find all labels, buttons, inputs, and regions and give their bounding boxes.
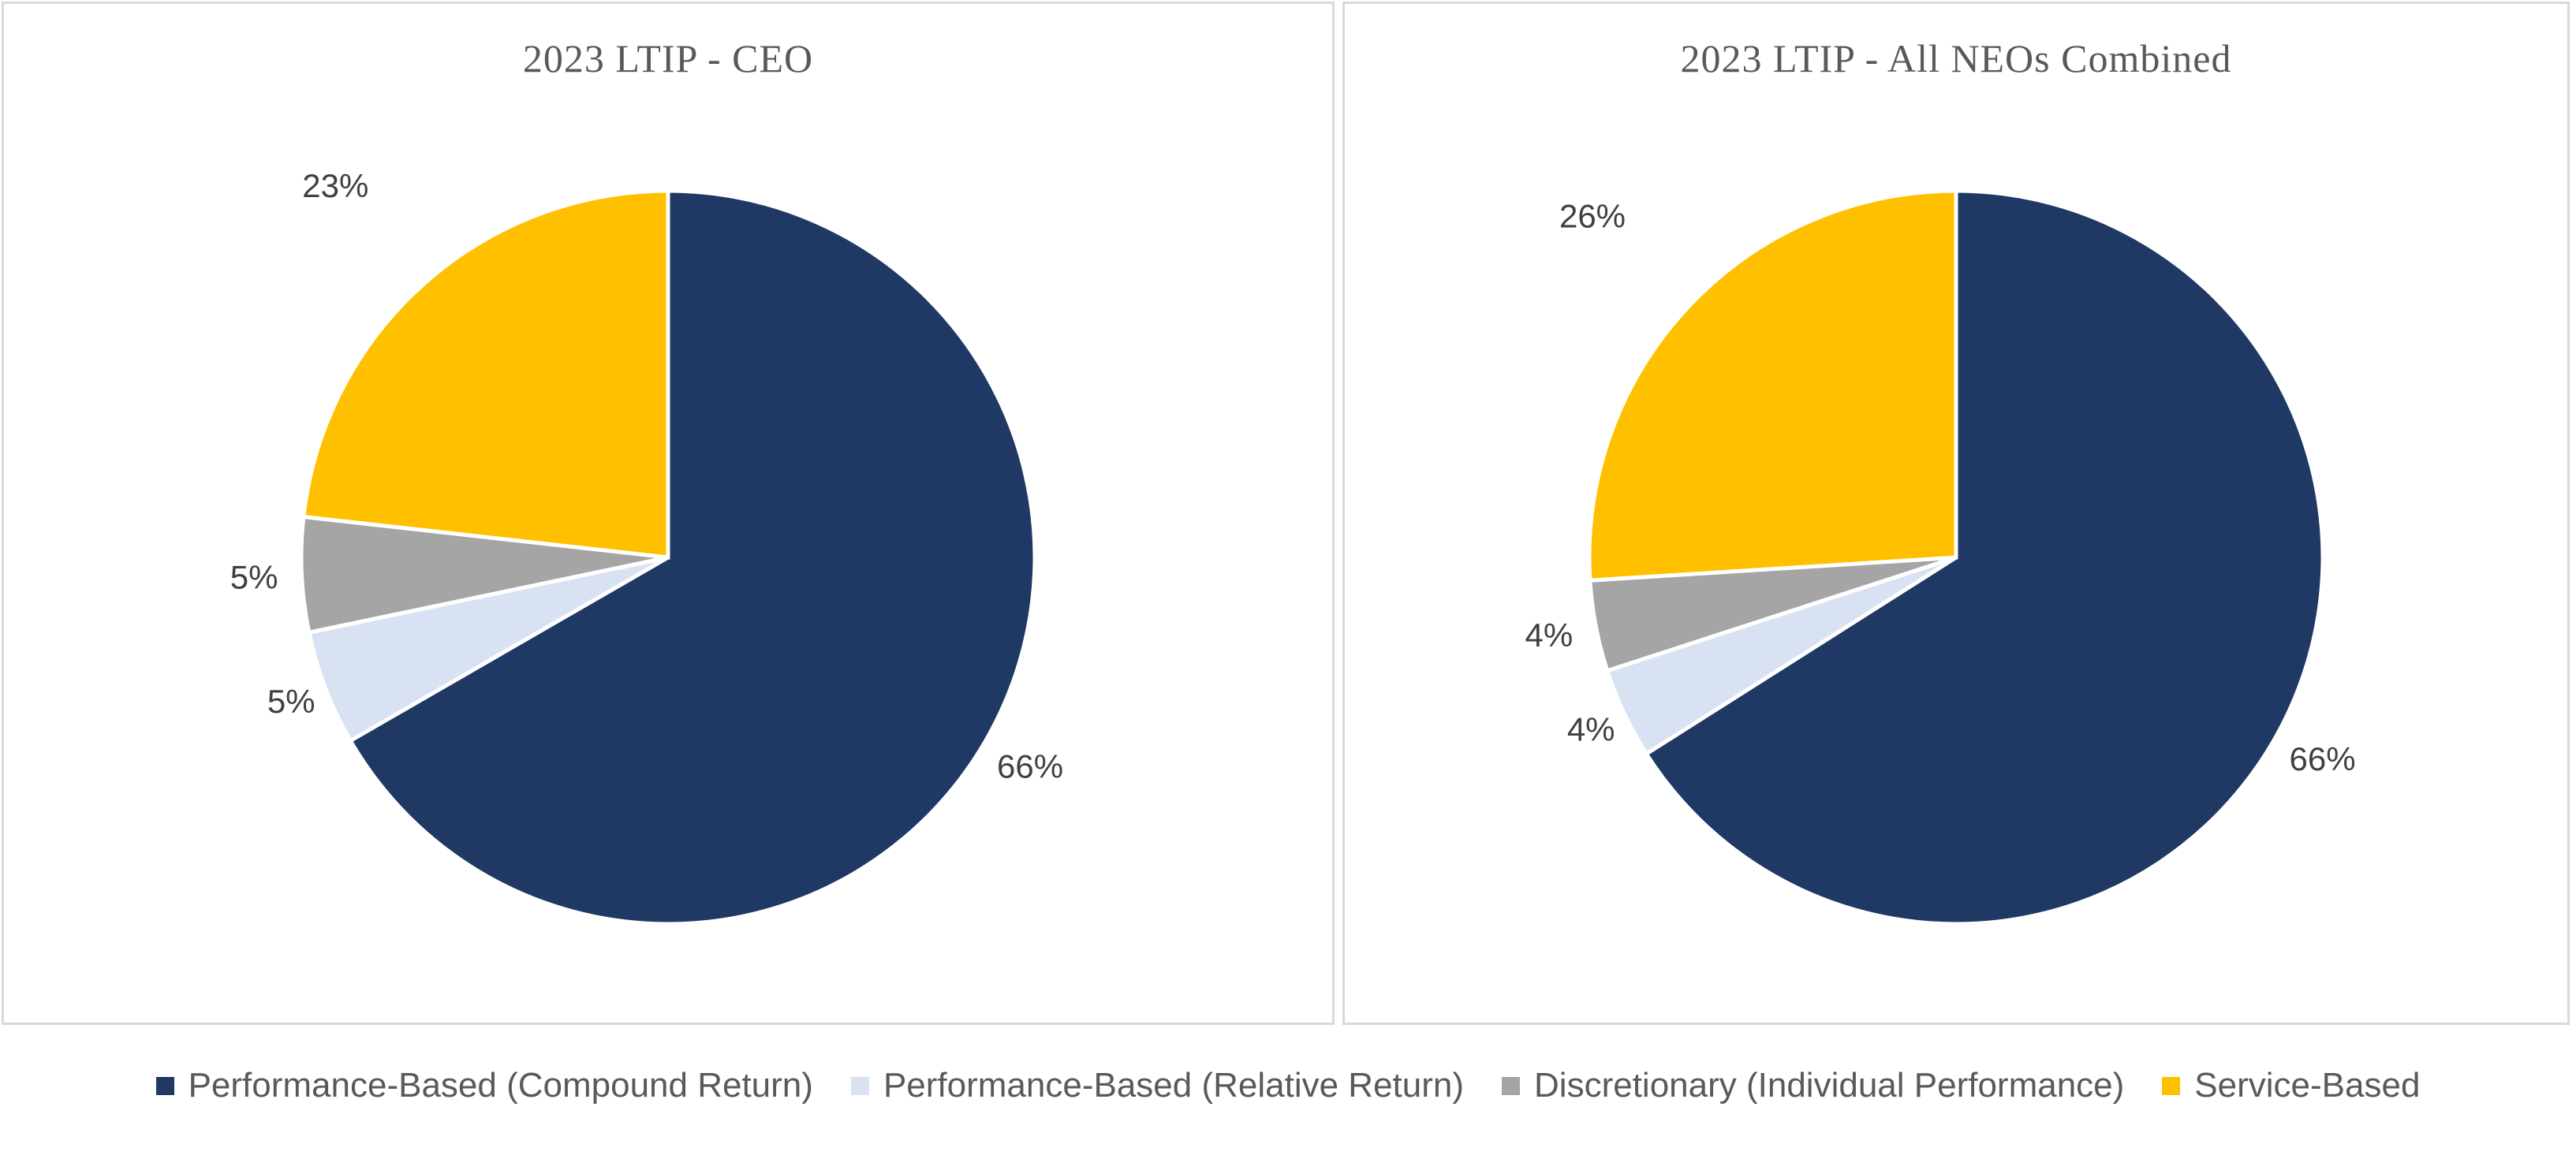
pie-data-label-performance-based-relative-return: 4% [1567, 710, 1615, 747]
chart-panel-ceo: 2023 LTIP - CEO 66% 5% 5% 23% [2, 2, 1335, 1025]
pie-slice-performance-based-relative-return [306, 555, 670, 743]
legend-item-performance-based-relative-return: Performance-Based (Relative Return) [850, 1066, 1465, 1105]
chart-title-all-neos: 2023 LTIP - All NEOs Combined [1680, 36, 2232, 80]
legend-item-performance-based-compound-return: Performance-Based (Compound Return) [155, 1066, 813, 1105]
legend-marker-swatch [155, 1076, 174, 1095]
pie-data-label-performance-based-compound-return: 66% [2289, 740, 2355, 777]
legend-item-label: Performance-Based (Compound Return) [188, 1066, 813, 1105]
pie-slice-performance-based-compound-return [1643, 188, 2325, 926]
legend-item-label: Discretionary (Individual Performance) [1534, 1066, 2125, 1105]
legend-item-service-based: Service-Based [2162, 1066, 2420, 1105]
pie-chart-ceo: 66% 5% 5% 23% [230, 167, 1063, 926]
pie-slice-service-based [1587, 188, 1958, 583]
pie-data-label-discretionary-individual-performance: 4% [1525, 617, 1574, 654]
pie-slice-performance-based-compound-return [347, 188, 1037, 926]
pie-data-label-performance-based-relative-return: 5% [267, 683, 315, 720]
legend-item-discretionary-individual-performance: Discretionary (Individual Performance) [1502, 1066, 2124, 1105]
pie-slice-service-based [301, 188, 670, 560]
legend-marker-swatch [850, 1076, 869, 1095]
pie-data-label-discretionary-individual-performance: 5% [230, 559, 278, 596]
chart-title-ceo: 2023 LTIP - CEO [522, 36, 814, 80]
pie-chart-all-neos: 66% 4% 4% 26% [1525, 188, 2356, 926]
pie-data-label-performance-based-compound-return: 66% [997, 748, 1063, 785]
legend-marker-swatch [2162, 1076, 2181, 1095]
pie-data-label-service-based: 23% [302, 167, 368, 204]
chart-panel-all-neos: 2023 LTIP - All NEOs Combined 66% 4% 4% 26% [1342, 2, 2570, 1025]
pie-slice-discretionary-individual-performance [299, 514, 669, 635]
legend-item-label: Service-Based [2194, 1066, 2421, 1105]
legend-marker-swatch [1502, 1076, 1521, 1095]
pie-data-label-service-based: 26% [1559, 198, 1626, 235]
legend-item-label: Performance-Based (Relative Return) [883, 1066, 1465, 1105]
chart-legend: Performance-Based (Compound Return) Perfo… [0, 1066, 2576, 1105]
